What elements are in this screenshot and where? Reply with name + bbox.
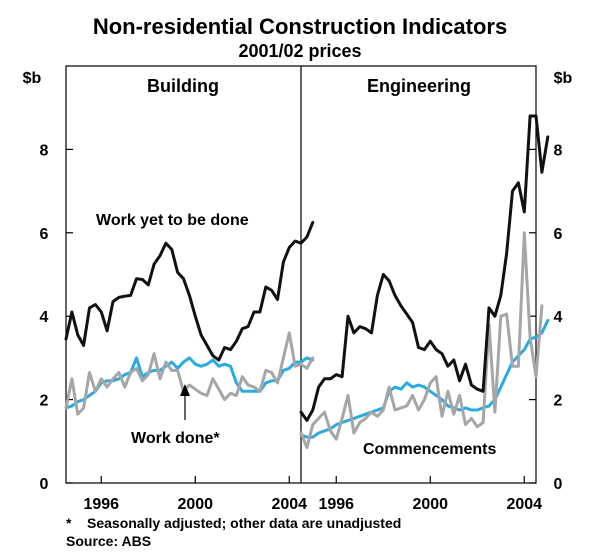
- x-tick-label-engineering-1996: 1996: [318, 496, 354, 513]
- series-line-building-work-yet-to-be-done: [64, 220, 315, 362]
- y-tick-label-right-0: 0: [554, 476, 563, 493]
- annotation-work-done-arrow-head: [180, 384, 190, 396]
- axis-ticks: 0 2 4 6 8 1996 2000 2004 0 2 4 6 8 1996 2000 2004: [40, 142, 563, 513]
- annotation-commencements: Commencements: [363, 441, 496, 458]
- x-tick-label-building-2004: 2004: [271, 496, 307, 513]
- x-tick-label-building-1996: 1996: [83, 496, 119, 513]
- y-tick-label-left-8: 8: [40, 142, 49, 159]
- annotation-work-done: Work done*: [131, 430, 220, 447]
- series-lines: [64, 114, 550, 450]
- series-line-building-commencements: [64, 331, 315, 416]
- y-tick-label-right-2: 2: [554, 393, 563, 410]
- y-tick-label-right-6: 6: [554, 226, 563, 243]
- y-tick-label-left-6: 6: [40, 226, 49, 243]
- y-tick-label-right-8: 8: [554, 142, 563, 159]
- annotation-work-yet-to-be-done: Work yet to be done: [96, 212, 249, 229]
- y-tick-label-left-2: 2: [40, 393, 49, 410]
- chart-subtitle: 2001/02 prices: [238, 41, 361, 61]
- y-tick-label-left-0: 0: [40, 476, 49, 493]
- left-axis-unit: $b: [23, 70, 42, 87]
- panel-title-engineering: Engineering: [367, 76, 471, 96]
- footnote: * Seasonally adjusted; other data are un…: [66, 515, 401, 531]
- x-tick-label-engineering-2004: 2004: [506, 496, 542, 513]
- right-axis-unit: $b: [554, 70, 573, 87]
- series-line-engineering-work-yet-to-be-done: [299, 114, 550, 422]
- panel-title-building: Building: [147, 76, 219, 96]
- series-line-building-work-done: [64, 356, 315, 410]
- x-tick-label-building-2000: 2000: [177, 496, 213, 513]
- chart-title: Non-residential Construction Indicators: [93, 14, 507, 39]
- y-tick-label-left-4: 4: [40, 309, 49, 326]
- source-note: Source: ABS: [66, 533, 151, 549]
- series-line-engineering-commencements: [299, 231, 544, 450]
- x-tick-label-engineering-2000: 2000: [412, 496, 448, 513]
- y-tick-label-right-4: 4: [554, 309, 563, 326]
